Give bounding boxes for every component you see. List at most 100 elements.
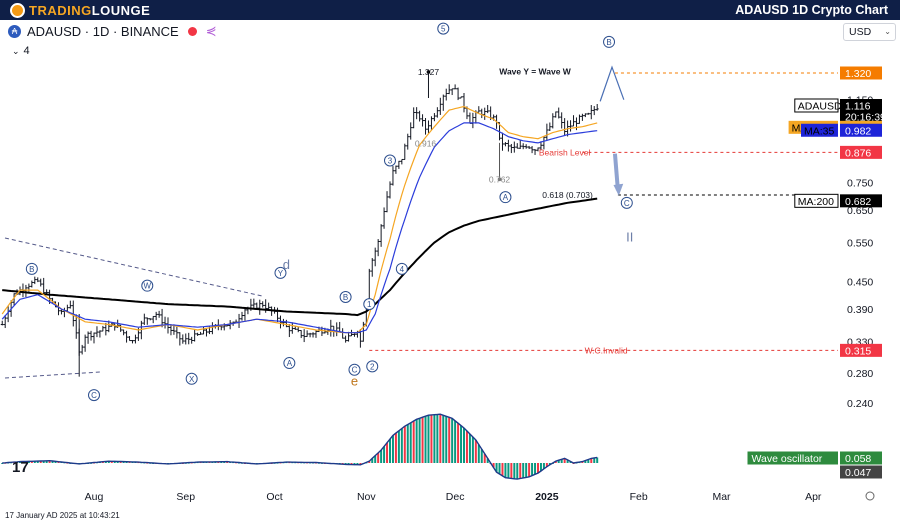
price-tag-value-box: [840, 145, 882, 159]
chevron-down-icon[interactable]: ⌄: [12, 45, 20, 56]
price-tag-label-box: [794, 193, 839, 208]
x-tick-label: 2025: [535, 491, 559, 503]
symbol-bar[interactable]: ₳ ADAUSD · 1D · BINANCE ⋞: [8, 22, 217, 40]
wave-label-circle: [437, 22, 450, 35]
price-tag-value: 1.116: [845, 100, 871, 112]
y-tick-label: 0.650: [847, 205, 873, 217]
ma-200-line: [2, 197, 598, 317]
wave-label-circle: [363, 298, 376, 311]
wave-label-circle: [185, 372, 198, 385]
y-tick-label: 0.390: [847, 304, 873, 316]
wave-label-circle: [283, 357, 296, 370]
wave-label-circle: [620, 196, 633, 209]
oscillator-value: 0.058: [845, 453, 871, 465]
x-tick-label: Sep: [176, 491, 195, 503]
projection-arrow-head: [613, 183, 624, 196]
wave-label: X: [189, 375, 195, 384]
wave-label: B: [29, 265, 34, 274]
lower-trendline: [4, 371, 101, 379]
wave-label: W: [143, 282, 151, 291]
x-tick-label: Nov: [357, 491, 376, 503]
x-tick-label: Dec: [446, 491, 465, 503]
price-tag-label-box: [794, 98, 839, 113]
wave-label: 4: [400, 265, 405, 274]
tradinglounge-logo: TRADING LOUNGE: [10, 2, 150, 18]
indicator-toggle[interactable]: ⌄ 4: [12, 45, 30, 57]
wave-label-circle: [384, 154, 396, 167]
wave-label-circle: [141, 279, 154, 292]
y-tick-label: 0.550: [847, 237, 873, 249]
annotation-label: Wave Y = Wave W: [499, 67, 572, 77]
annotation-label: 1.327: [418, 67, 440, 77]
y-tick-label: 0.450: [847, 276, 873, 288]
swing-high-marker: [426, 70, 431, 74]
wave-label: C: [352, 366, 358, 375]
price-tag-value: 0.982: [845, 125, 871, 137]
x-tick-label: Mar: [712, 491, 731, 503]
market-status-dot-icon: [187, 26, 197, 36]
price-tag-value-box: [840, 123, 882, 137]
swing-low-marker: [497, 177, 502, 182]
price-tag-value-box: [840, 98, 882, 123]
wave-label: C: [624, 199, 630, 208]
indicator-count: 4: [23, 45, 30, 57]
ma-plot-line: [1, 105, 598, 334]
price-tag-label: MA:200: [798, 196, 834, 208]
header-bar: TRADING LOUNGE ADAUSD 1D Crypto Chart: [0, 0, 900, 20]
price-tag-value: 1.320: [845, 68, 871, 80]
wave-label-circle: [25, 262, 38, 275]
annotation-label: W.C.Invalid: [585, 345, 628, 355]
price-tag-value: 0.682: [845, 196, 871, 208]
wave-label-circle: [339, 290, 352, 303]
logo-text-trading: TRADING: [29, 2, 92, 18]
wave-label-circle: [395, 262, 408, 275]
ma-35-line: [1, 122, 598, 334]
price-tag-label-box: [801, 123, 838, 137]
wave-label-circle: [348, 363, 361, 376]
oscillator-value-box: [840, 465, 882, 479]
price-tag-value-box: [840, 343, 882, 357]
cardano-coin-icon: ₳: [8, 24, 21, 38]
wave-label: A: [287, 359, 293, 368]
tradingview-watermark-icon: 17: [12, 459, 29, 476]
logo-ball-icon: [10, 2, 25, 18]
y-tick-label: 0.280: [847, 368, 873, 380]
currency-selector[interactable]: USD ⌄: [843, 23, 896, 41]
wave-label: d: [283, 257, 290, 272]
oscillator-line: [2, 413, 598, 480]
wave-label: II: [626, 229, 633, 244]
annotation-label: 0.762: [489, 174, 511, 184]
wave-label: 5: [441, 25, 446, 34]
timestamp: 17 January AD 2025 at 10:43:21: [5, 511, 120, 520]
oscillator-label: Wave oscillator: [752, 453, 823, 465]
projection-arrow-up: [599, 65, 625, 102]
wave-label: 3: [388, 156, 393, 165]
wave-label: Y: [278, 269, 284, 278]
price-tag-value-box: [840, 66, 882, 80]
wave-label-circle: [274, 266, 287, 279]
currency-label: USD: [849, 26, 872, 38]
wave-label: e: [351, 374, 358, 389]
wave-label-circle: [88, 389, 100, 402]
chevron-down-icon: ⌄: [884, 27, 891, 36]
symbol-text[interactable]: ADAUSD · 1D · BINANCE: [27, 23, 179, 39]
annotation-label: Bearish Level: [539, 147, 591, 157]
y-tick-label: 0.240: [847, 398, 873, 410]
wave-label: 1: [367, 300, 372, 309]
price-tag-countdown: 20:16:39: [845, 111, 886, 123]
annotation-label: 0.618 (0.703): [542, 190, 593, 200]
logo-text-lounge: LOUNGE: [91, 2, 151, 18]
share-icon[interactable]: ⋞: [205, 23, 217, 38]
oscillator-label-box: [747, 451, 838, 465]
x-tick-label: Oct: [266, 491, 282, 503]
annotation-label: 0.916: [415, 139, 437, 149]
projection-arrow-down: [612, 153, 620, 191]
wave-label: 2: [370, 362, 375, 371]
price-tag-label: MA:35: [804, 125, 835, 137]
price-tag-value-box: [840, 194, 882, 208]
upper-trendline: [4, 237, 263, 297]
price-tag-value: 0.315: [845, 345, 871, 357]
chart-title: ADAUSD 1D Crypto Chart: [735, 3, 888, 17]
wave-label: B: [606, 38, 611, 47]
